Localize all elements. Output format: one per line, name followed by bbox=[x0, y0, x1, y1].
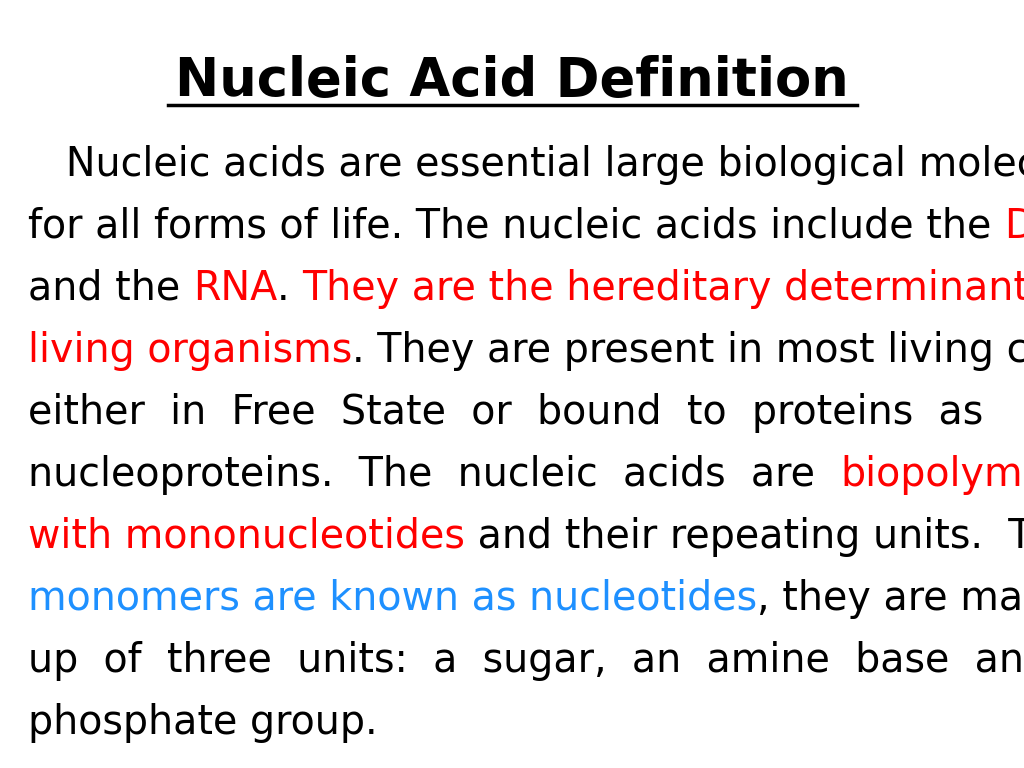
Text: Nucleic Acid Definition: Nucleic Acid Definition bbox=[175, 55, 849, 107]
Text: living organisms: living organisms bbox=[28, 331, 352, 371]
Text: , they are made: , they are made bbox=[757, 579, 1024, 619]
Text: up  of  three  units:  a  sugar,  an  amine  base  and  a: up of three units: a sugar, an amine bas… bbox=[28, 641, 1024, 681]
Text: DNA: DNA bbox=[1004, 207, 1024, 247]
Text: nucleoproteins.  The  nucleic  acids  are: nucleoproteins. The nucleic acids are bbox=[28, 455, 841, 495]
Text: biopolymers: biopolymers bbox=[841, 455, 1024, 495]
Text: and the: and the bbox=[28, 269, 193, 309]
Text: and their repeating units.  The: and their repeating units. The bbox=[465, 517, 1024, 557]
Text: either  in  Free  State  or  bound  to  proteins  as: either in Free State or bound to protein… bbox=[28, 393, 983, 433]
Text: . They are present in most living cells: . They are present in most living cells bbox=[352, 331, 1024, 371]
Text: monomers are known as nucleotides: monomers are known as nucleotides bbox=[28, 579, 757, 619]
Text: for all forms of life. The nucleic acids include the: for all forms of life. The nucleic acids… bbox=[28, 207, 1004, 247]
Text: with mononucleotides: with mononucleotides bbox=[28, 517, 465, 557]
Text: phosphate group.: phosphate group. bbox=[28, 703, 378, 743]
Text: They are the hereditary determinants of: They are the hereditary determinants of bbox=[302, 269, 1024, 309]
Text: .: . bbox=[278, 269, 302, 309]
Text: RNA: RNA bbox=[193, 269, 278, 309]
Text: Nucleic acids are essential large biological molecules: Nucleic acids are essential large biolog… bbox=[28, 145, 1024, 185]
